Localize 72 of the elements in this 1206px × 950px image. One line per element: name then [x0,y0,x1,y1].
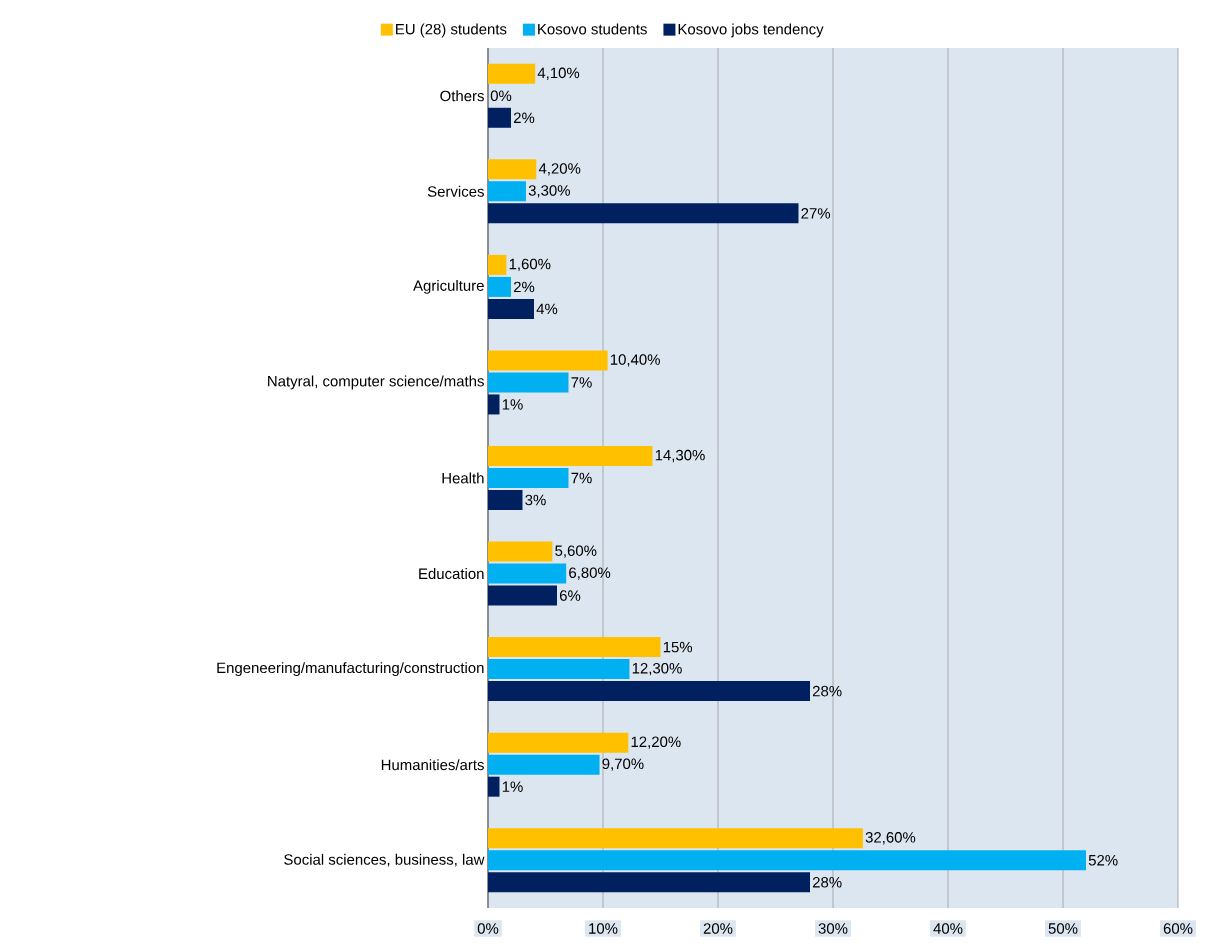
bar [488,254,507,275]
y-tick-label: Social sciences, business, law [284,853,485,867]
data-label: 28% [812,685,842,697]
data-label: 7% [571,472,592,484]
bar [488,276,511,297]
bar [488,468,569,489]
data-label: 1% [502,399,523,410]
bar [488,585,557,606]
bar [488,298,534,319]
data-label: 6% [559,590,581,601]
data-label: 2% [513,112,535,124]
data-label: 1,60% [509,258,551,272]
y-tick-label: Education [419,568,484,580]
data-label: 3% [525,494,546,506]
bar [488,732,629,753]
y-tick-label: Others [440,90,484,102]
data-label: 32,60% [865,832,916,845]
bar [488,181,526,202]
bar [488,563,567,584]
bar [488,754,600,775]
bar [488,350,608,371]
bar [488,681,810,702]
y-tick-label: Agriculture [413,279,484,294]
data-label: 1% [502,781,523,792]
legend-label: EU (28) students [396,23,507,38]
bar [488,776,500,797]
y-tick-label: Engeneering/manufacturing/construction [217,662,484,677]
data-label: 2% [513,281,535,293]
data-label: 15% [663,641,693,653]
data-label: 4,20% [538,163,581,176]
bar [488,850,1086,871]
bar [488,394,500,415]
bar [488,63,536,84]
data-label: 6,80% [569,567,611,580]
bar [488,203,799,224]
bar [488,659,630,680]
x-tick-label: 20% [703,923,733,934]
data-label: 10,40% [610,354,660,367]
data-label: 4,10% [537,67,580,80]
data-label: 0% [490,90,512,102]
x-tick-label: 30% [818,923,848,934]
bar [488,490,523,511]
data-label: 12,20% [631,736,681,749]
bar [488,446,653,467]
x-tick-label: 40% [933,923,963,934]
data-label: 28% [812,876,842,888]
bar [488,541,553,562]
bar [488,637,661,658]
y-tick-label: Health [442,472,484,484]
x-tick-label: 60% [1163,923,1193,934]
data-label: 27% [801,208,831,219]
data-label: 5,60% [555,545,597,558]
bar [488,159,537,180]
y-tick-label: Natyral, computer science/maths [268,375,484,390]
data-label: 14,30% [655,449,705,463]
data-label: 9,70% [602,758,644,771]
y-tick-label: Services [427,185,484,197]
bar [488,372,569,393]
data-label: 12,30% [632,662,682,676]
legend-label: Kosovo students [538,23,647,35]
bar [488,872,810,893]
x-tick-label: 0% [477,923,499,934]
legend-label: Kosovo jobs tendency [678,23,824,38]
data-label: 52% [1088,854,1118,866]
bar [488,828,863,849]
y-tick-label: Humanities/arts [381,759,484,771]
x-tick-label: 50% [1048,923,1078,934]
data-label: 7% [571,377,592,388]
x-tick-label: 10% [589,923,618,934]
data-label: 3,30% [528,185,570,198]
bar [488,107,511,128]
data-label: 4% [536,303,558,315]
